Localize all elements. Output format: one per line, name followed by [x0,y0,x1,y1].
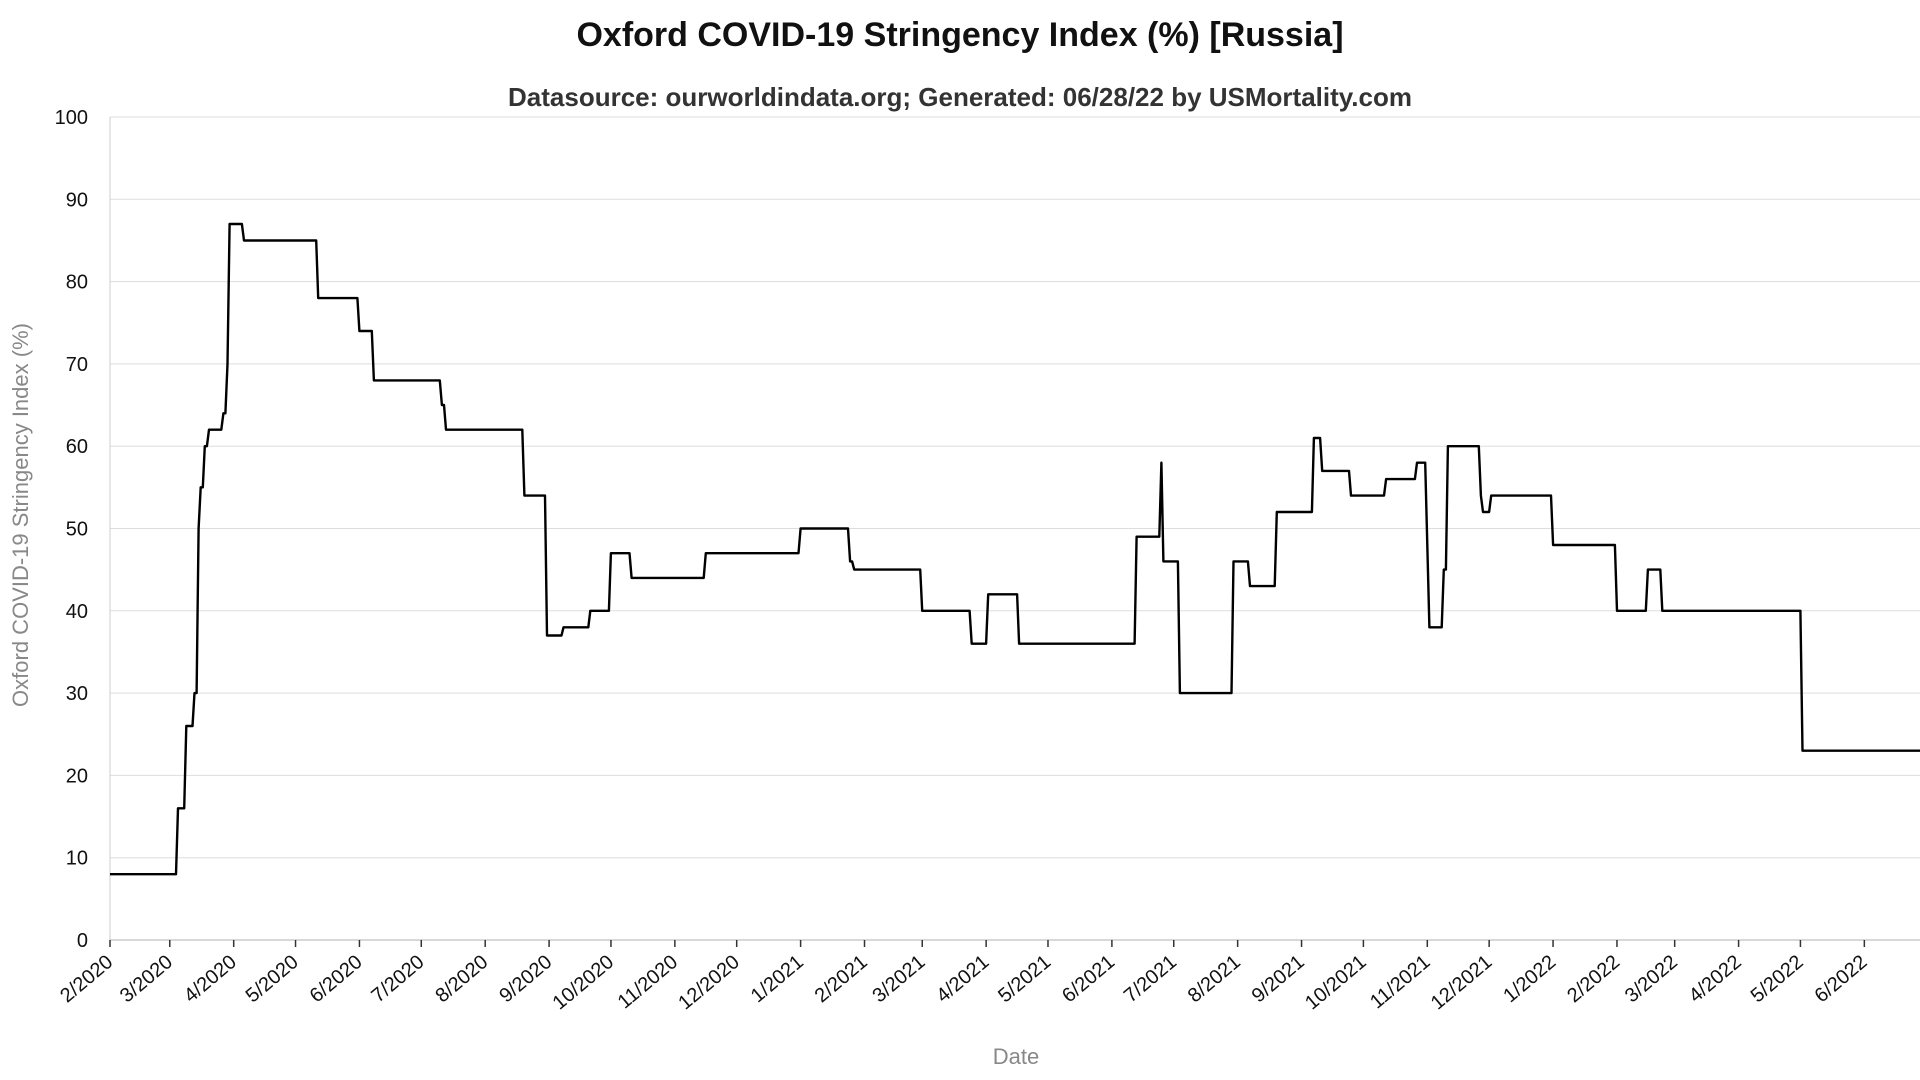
x-axis-title: Date [993,1044,1039,1069]
y-tick-label: 60 [66,436,88,458]
x-tick-label: 2/2022 [1563,951,1624,1007]
x-tick-label: 10/2020 [549,951,619,1014]
x-tick-label: 5/2021 [994,951,1055,1007]
series-layer [110,222,1920,876]
axes [109,117,1920,947]
y-tick-labels: 0 10 20 30 40 50 60 70 80 90 100 [55,107,88,952]
x-tick-label: 5/2020 [242,951,303,1007]
x-tick-label: 9/2021 [1248,951,1309,1007]
x-tick-label: 12/2021 [1427,951,1497,1014]
x-tick-label: 3/2020 [116,951,177,1007]
y-tick-label: 80 [66,272,88,294]
x-tick-label: 1/2022 [1499,951,1560,1007]
x-tick-label: 3/2021 [868,951,929,1007]
y-tick-label: 100 [55,107,88,129]
x-tick-label: 11/2020 [614,951,682,1013]
y-tick-label: 90 [66,189,88,211]
x-tick-label: 9/2020 [495,951,556,1007]
gridlines [110,116,1920,941]
y-tick-label: 10 [66,848,88,870]
x-tick-label: 8/2020 [431,951,492,1007]
x-tick-label: 5/2022 [1747,951,1808,1007]
x-tick-label: 8/2021 [1184,951,1245,1007]
y-tick-label: 70 [66,354,88,376]
x-tick-label: 6/2022 [1811,951,1872,1007]
chart-title: Oxford COVID-19 Stringency Index (%) [Ru… [576,16,1344,54]
x-tick-label: 12/2020 [674,951,744,1014]
x-tick-label: 2/2020 [56,951,117,1007]
x-tick-label: 1/2021 [747,951,808,1007]
chart-subtitle: Datasource: ourworldindata.org; Generate… [508,82,1412,112]
x-tick-label: 7/2021 [1120,951,1181,1007]
x-tick-label: 4/2022 [1685,951,1746,1007]
y-tick-label: 0 [77,930,88,952]
x-tick-label: 10/2021 [1301,951,1371,1014]
x-tick-label: 7/2020 [367,951,428,1007]
y-tick-label: 50 [66,519,88,541]
x-tick-label: 11/2021 [1366,951,1434,1013]
y-axis-title: Oxford COVID-19 Stringency Index (%) [8,323,33,707]
x-tick-label: 2/2021 [811,951,872,1007]
series-line [110,222,1920,876]
x-tick-label: 6/2020 [306,951,367,1007]
x-tick-label: 3/2022 [1621,951,1682,1007]
y-tick-label: 20 [66,765,88,787]
x-tick-label: 4/2020 [180,951,241,1007]
y-tick-label: 30 [66,683,88,705]
x-tick-label: 4/2021 [932,951,993,1007]
y-tick-label: 40 [66,601,88,623]
x-tick-label: 6/2021 [1058,951,1119,1007]
